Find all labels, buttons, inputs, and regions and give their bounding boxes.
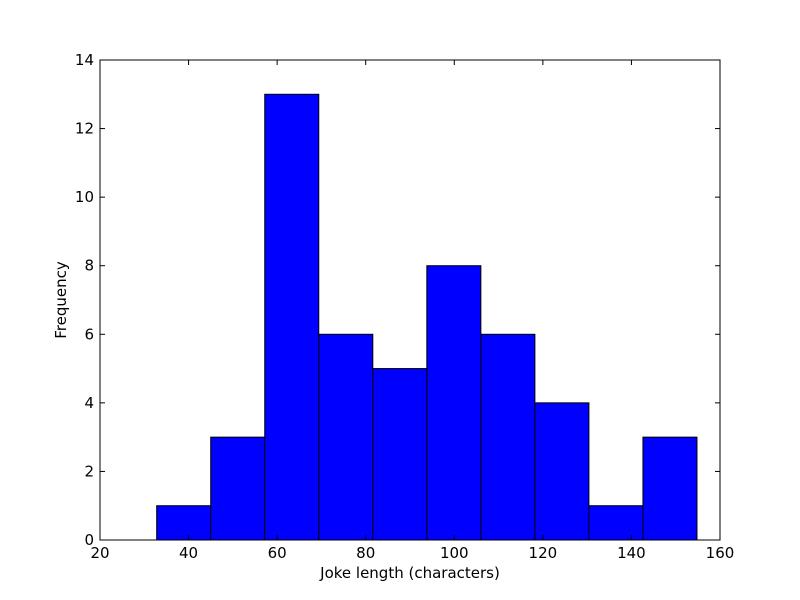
histogram-bar <box>480 333 536 541</box>
histogram-bar <box>264 93 320 541</box>
y-tick-label: 0 <box>84 531 94 549</box>
x-tick-label: 100 <box>440 544 469 562</box>
histogram-bar <box>534 402 590 541</box>
histogram-bar <box>318 333 374 541</box>
x-tick-label: 20 <box>90 544 109 562</box>
y-tick-label: 14 <box>75 51 94 69</box>
x-tick-label: 40 <box>179 544 198 562</box>
histogram-bar <box>372 368 428 541</box>
histogram-bar <box>156 505 212 541</box>
x-tick-label: 120 <box>529 544 558 562</box>
y-axis-label: Frequency <box>52 261 70 339</box>
y-tick-label: 2 <box>84 462 94 480</box>
y-tick-label: 12 <box>75 120 94 138</box>
histogram-bar <box>210 436 266 541</box>
bars-group <box>156 93 698 541</box>
x-tick-label: 160 <box>706 544 735 562</box>
y-tick-label: 6 <box>84 325 94 343</box>
y-tick-label: 8 <box>84 257 94 275</box>
x-axis-label: Joke length (characters) <box>319 564 500 582</box>
ticks-group: 20 40 60 80 100 120 140 160 0 2 4 6 8 10 12 14 <box>75 51 734 562</box>
x-tick-label: 140 <box>617 544 646 562</box>
x-tick-label: 60 <box>268 544 287 562</box>
y-tick-label: 4 <box>84 394 94 412</box>
histogram-bar <box>588 505 644 541</box>
histogram-bar <box>426 265 482 541</box>
histogram-bar <box>642 436 698 541</box>
plot-frame <box>99 59 721 541</box>
x-tick-label: 80 <box>356 544 375 562</box>
y-tick-label: 10 <box>75 188 94 206</box>
